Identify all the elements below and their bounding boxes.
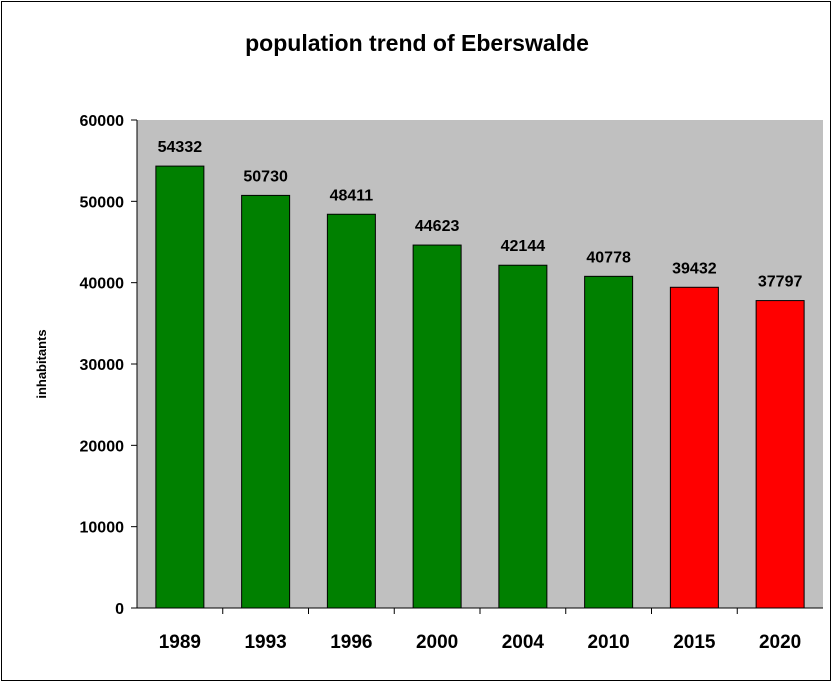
bar-2000 <box>412 244 462 609</box>
y-tick-label: 10000 <box>80 520 125 537</box>
x-tick-label-2020: 2020 <box>759 632 801 653</box>
x-tick-label-2004: 2004 <box>502 632 545 653</box>
bar-2015 <box>669 286 719 609</box>
y-tick-label: 30000 <box>80 357 125 374</box>
y-tick-label: 0 <box>115 601 124 618</box>
x-tick-label-2010: 2010 <box>587 632 629 653</box>
data-label-2000: 44623 <box>415 218 460 235</box>
x-tick-label-1989: 1989 <box>159 632 201 653</box>
data-label-2010: 40778 <box>586 249 631 266</box>
data-label-1989: 54332 <box>158 139 203 156</box>
y-axis-title: inhabitants <box>34 329 49 398</box>
plot-area <box>137 120 823 608</box>
x-tick-label-2015: 2015 <box>673 632 716 653</box>
chart-title: population trend of Eberswalde <box>245 30 589 56</box>
bar-1996 <box>326 213 376 609</box>
y-tick-label: 50000 <box>80 194 125 211</box>
data-label-2020: 37797 <box>758 274 803 291</box>
data-label-1993: 50730 <box>243 168 288 185</box>
bar-2010 <box>584 275 634 609</box>
y-tick-label: 60000 <box>80 113 125 130</box>
y-tick-label: 40000 <box>80 276 125 293</box>
bar-1989 <box>155 165 205 609</box>
x-tick-label-2000: 2000 <box>416 632 458 653</box>
data-label-1996: 48411 <box>330 187 374 204</box>
bar-2004 <box>498 264 548 609</box>
data-label-2004: 42144 <box>501 238 546 255</box>
x-tick-label-1996: 1996 <box>330 632 372 653</box>
data-label-2015: 39432 <box>672 260 717 277</box>
x-tick-label-1993: 1993 <box>244 632 286 653</box>
y-tick-label: 20000 <box>80 438 125 455</box>
bar-1993 <box>241 194 291 609</box>
bar-2020 <box>755 300 805 609</box>
